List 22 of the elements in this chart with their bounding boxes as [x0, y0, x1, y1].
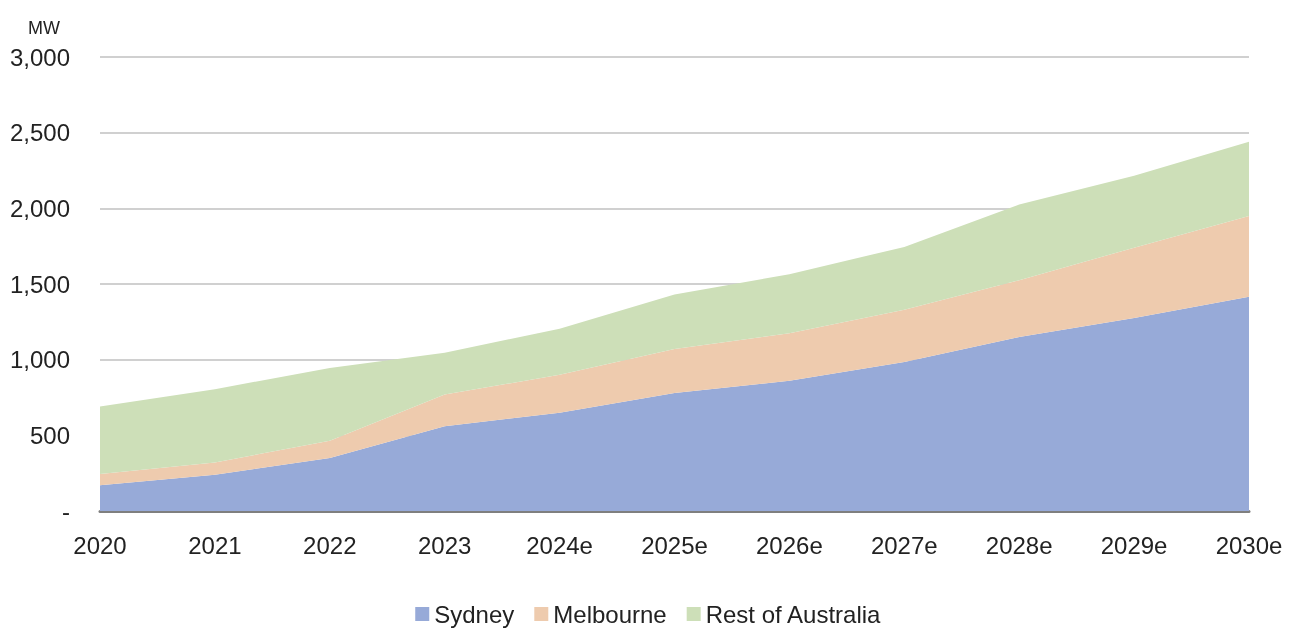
y-tick-label: 2,000: [9, 194, 70, 222]
x-tick-label: 2028e: [985, 531, 1053, 559]
x-tick-label: 2030e: [1215, 531, 1283, 559]
x-tick-label: 2025e: [641, 531, 708, 559]
legend-label: Melbourne: [553, 600, 667, 628]
legend-label: Rest of Australia: [705, 600, 882, 628]
y-tick-label: 2,500: [9, 119, 70, 147]
legend-label: Sydney: [434, 600, 515, 628]
y-tick-label: 1,000: [9, 346, 70, 374]
y-tick-label: -: [62, 497, 70, 525]
y-tick-label: 500: [29, 421, 70, 449]
x-tick-label: 2022: [303, 531, 357, 559]
x-tick-label: 2027e: [870, 531, 938, 559]
x-tick-label: 2023: [418, 531, 472, 559]
x-tick-label: 2024e: [526, 531, 593, 559]
y-tick-label: 1,500: [9, 270, 70, 298]
x-tick-label: 2029e: [1100, 531, 1168, 559]
x-tick-label: 2021: [188, 531, 242, 559]
y-axis-title: MW: [28, 18, 61, 38]
x-tick-label: 2020: [73, 531, 127, 559]
y-tick-label: 3,000: [9, 43, 70, 71]
x-tick-label: 2026e: [756, 531, 823, 559]
